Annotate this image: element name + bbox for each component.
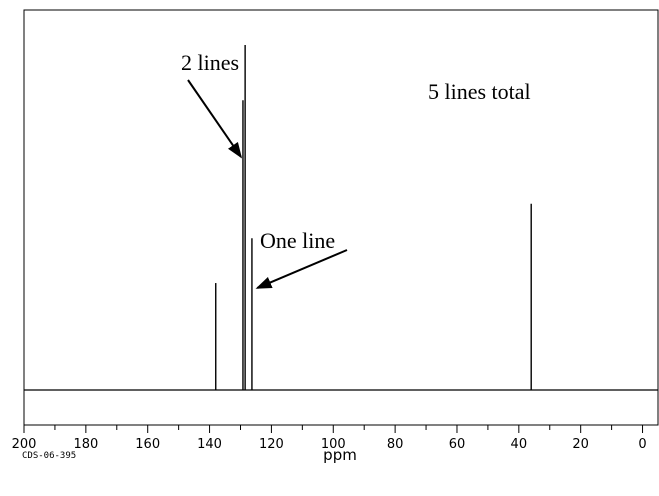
- footer-code: CDS-06-395: [22, 451, 76, 461]
- annotation-two-lines: 2 lines: [181, 50, 239, 75]
- x-tick-label: 100: [321, 437, 346, 452]
- x-tick-label: 180: [73, 437, 98, 452]
- annotations: 2 lines One line 5 lines total: [181, 50, 531, 289]
- plot-frame: [23, 9, 659, 426]
- x-tick-label: 80: [387, 437, 404, 452]
- x-tick-label: 40: [511, 437, 528, 452]
- annotation-arrow: [255, 249, 348, 289]
- peaks: [24, 45, 658, 391]
- x-axis: 200 180 160 140 120 100 80 60 40 20 0: [12, 425, 647, 452]
- annotation-lines-total: 5 lines total: [428, 79, 531, 104]
- x-tick-label: 200: [12, 437, 37, 452]
- x-tick-label: 20: [572, 437, 589, 452]
- x-tick-label: 160: [135, 437, 160, 452]
- x-tick-label: 60: [449, 437, 466, 452]
- x-tick-label: 0: [638, 437, 646, 452]
- annotation-arrow: [187, 79, 243, 159]
- x-tick-label: 120: [259, 437, 284, 452]
- x-axis-label: ppm: [323, 446, 357, 464]
- annotation-one-line: One line: [260, 228, 335, 253]
- x-tick-label: 140: [197, 437, 222, 452]
